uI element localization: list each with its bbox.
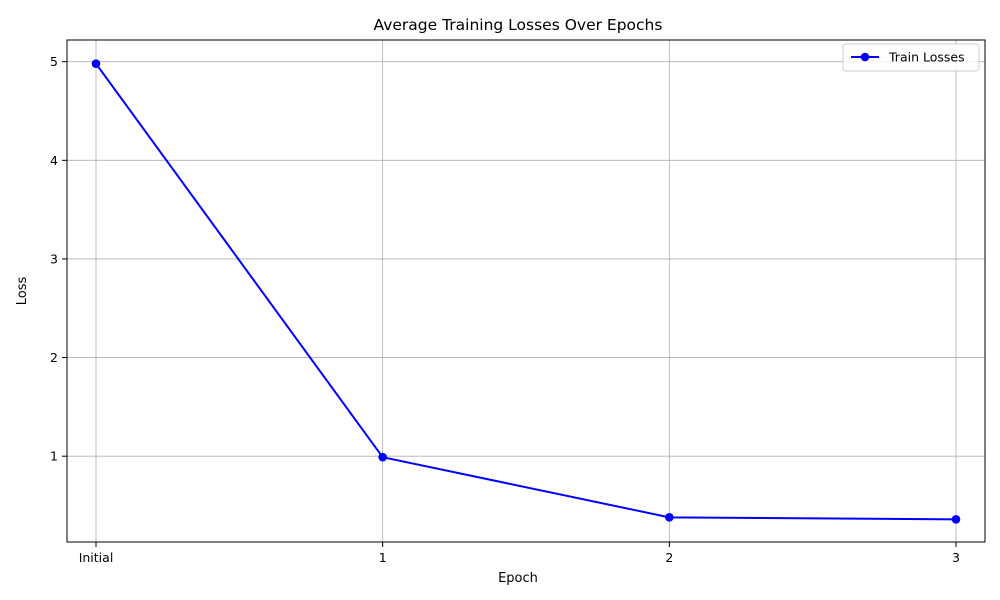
x-axis-label: Epoch	[498, 571, 538, 586]
x-tick-label: 3	[952, 550, 960, 565]
y-tick-label: 5	[50, 54, 58, 69]
y-tick-label: 1	[50, 449, 58, 464]
series-line	[95, 63, 957, 521]
x-tick-label: 2	[665, 550, 673, 565]
plot-frame	[66, 39, 986, 543]
data-point	[378, 452, 387, 462]
data-point	[951, 515, 961, 524]
y-tick-label: 3	[50, 251, 58, 266]
x-tick-label: Initial	[79, 550, 114, 565]
y-tick-label: 2	[50, 350, 58, 365]
legend: Train Losses	[842, 43, 980, 72]
data-point	[665, 513, 674, 522]
y-axis-label: Loss	[15, 277, 30, 306]
y-tick-label: 4	[50, 153, 58, 168]
grid	[67, 40, 985, 542]
x-tick-label: 1	[379, 550, 387, 565]
chart-title: Average Training Losses Over Epochs	[374, 16, 663, 34]
series-layer	[91, 59, 961, 524]
tick-layer: Initial 1 2 3 1 2 3 4 5	[50, 54, 960, 565]
legend-marker-swatch	[860, 52, 870, 62]
legend-label-train-losses: Train Losses	[888, 50, 965, 65]
data-point	[91, 59, 101, 68]
legend-box	[842, 43, 980, 72]
